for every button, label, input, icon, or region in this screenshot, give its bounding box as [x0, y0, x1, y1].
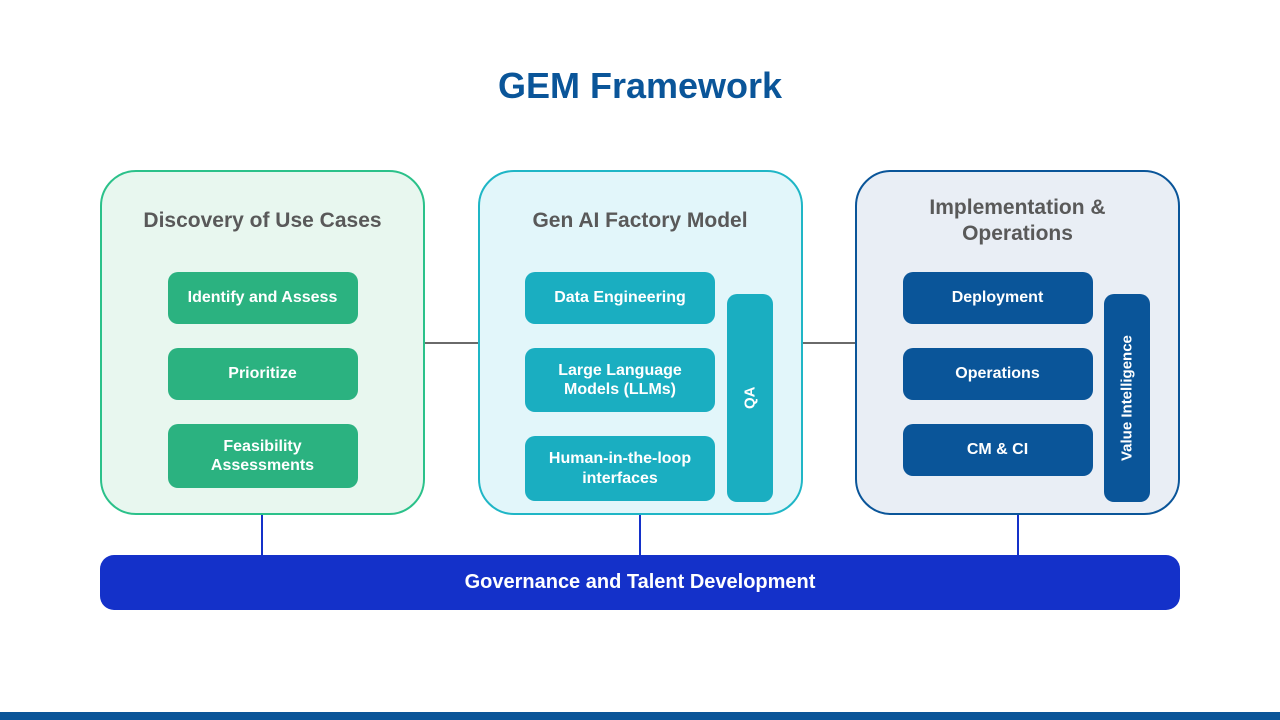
pillar-discovery: Discovery of Use Cases Identify and Asse… [100, 170, 425, 515]
item-hitl: Human-in-the-loop interfaces [525, 436, 715, 500]
item-deployment: Deployment [903, 272, 1093, 324]
side-item-qa: QA [727, 294, 773, 502]
item-identify-assess: Identify and Assess [168, 272, 358, 324]
side-item-value-intel: Value Intelligence [1104, 294, 1150, 502]
pillar-title: Discovery of Use Cases [143, 194, 381, 248]
item-stack: Identify and Assess Prioritize Feasibili… [168, 272, 358, 488]
page-title: GEM Framework [0, 0, 1280, 107]
item-feasibility: Feasibility Assessments [168, 424, 358, 488]
vconnector-3 [1017, 515, 1019, 555]
pillar-factory: Gen AI Factory Model Data Engineering La… [478, 170, 803, 515]
item-stack: Data Engineering Large Language Models (… [525, 272, 715, 501]
pillar-title: Gen AI Factory Model [532, 194, 747, 248]
item-prioritize: Prioritize [168, 348, 358, 400]
item-operations: Operations [903, 348, 1093, 400]
vconnector-1 [261, 515, 263, 555]
pillar-title: Implementation & Operations [881, 194, 1154, 248]
pillar-implementation: Implementation & Operations Deployment O… [855, 170, 1180, 515]
bottom-accent-bar [0, 712, 1280, 720]
foundation-bar: Governance and Talent Development [100, 555, 1180, 610]
item-cm-ci: CM & CI [903, 424, 1093, 476]
item-stack: Deployment Operations CM & CI [903, 272, 1093, 476]
pillars-row: Discovery of Use Cases Identify and Asse… [100, 170, 1180, 515]
item-llms: Large Language Models (LLMs) [525, 348, 715, 412]
item-data-engineering: Data Engineering [525, 272, 715, 324]
vconnector-2 [639, 515, 641, 555]
